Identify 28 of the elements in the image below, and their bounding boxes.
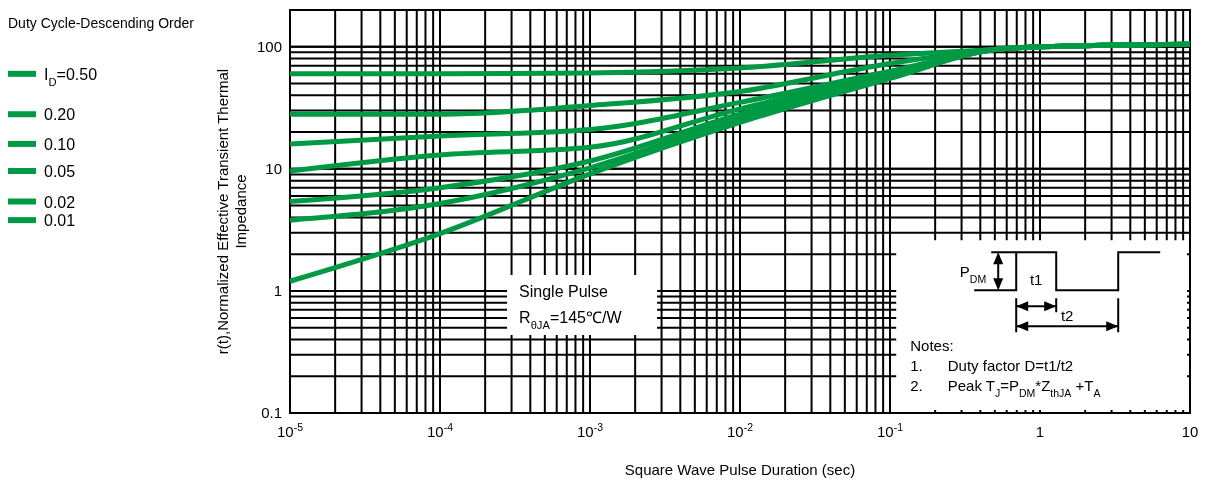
annotation: Notes: xyxy=(910,337,954,355)
x-tick-label: 10$^{-2}$ xyxy=(726,421,754,440)
y-axis-title: r(t),Normalized Effective Transient Thermal Impedance xyxy=(214,68,249,355)
legend-label: 0.20 xyxy=(44,106,76,124)
legend-title: Duty Cycle-Descending Order xyxy=(8,15,195,31)
y-tick-label: 0.1 xyxy=(261,404,282,421)
annotation: t2 xyxy=(1060,307,1074,325)
legend-label: 0.01 xyxy=(44,212,76,230)
x-tick-label: 10$^{-4}$ xyxy=(426,421,454,440)
y-tick-label: 1 xyxy=(273,281,282,299)
annotation: P$_{DM}$ xyxy=(959,263,987,286)
x-tick-label: 10$^{-5}$ xyxy=(276,421,304,440)
x-tick-label: 10$^{-1}$ xyxy=(876,421,904,440)
annotation: t1 xyxy=(1029,271,1043,289)
x-tick-label: 1 xyxy=(1035,423,1045,440)
y-tick-label: 100 xyxy=(256,37,282,55)
x-tick-label: 10$^{-3}$ xyxy=(576,421,604,440)
annotation: Single Pulse xyxy=(519,283,609,301)
x-axis-title: Square Wave Pulse Duration (sec) xyxy=(624,461,856,478)
y-tick-label: 10 xyxy=(265,159,282,177)
legend-label: I$_{D}$=0.50 xyxy=(44,65,98,88)
legend-label: 0.02 xyxy=(44,193,76,211)
legend-label: 0.05 xyxy=(44,163,76,180)
x-tick-label: 10 xyxy=(1181,423,1199,440)
annotation: R$_{θJA}$=145℃/W xyxy=(519,309,623,332)
annotation: 2. Peak T$_{J}$=P$_{DM}$*Z$_{thJA}$ +T$_{A}$ xyxy=(910,377,1101,400)
legend-label: 0.10 xyxy=(44,135,76,153)
annotation: 1. Duty factor D=t1/t2 xyxy=(910,357,1074,375)
